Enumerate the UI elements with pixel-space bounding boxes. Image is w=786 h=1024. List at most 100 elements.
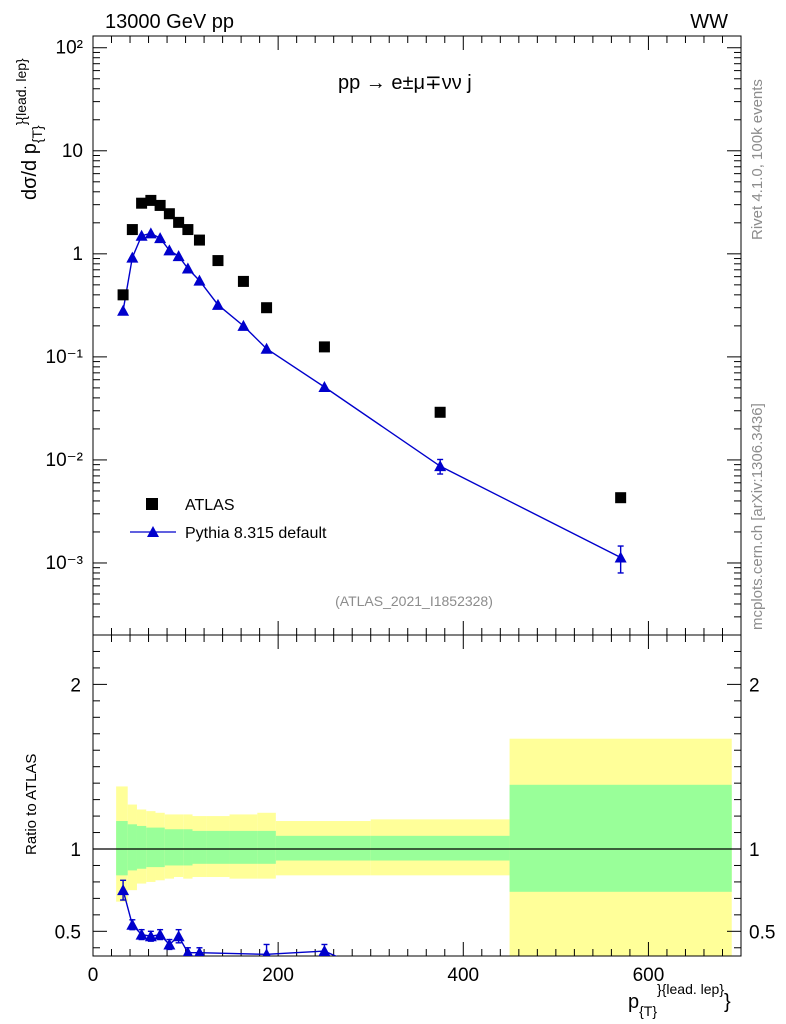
pythia-point — [117, 304, 130, 316]
xlabel-sup: }{lead. lep} — [657, 981, 724, 997]
ratio-stat-band — [229, 830, 258, 864]
atlas-point — [173, 216, 185, 228]
atlas-point — [126, 224, 138, 236]
pythia-point — [193, 274, 206, 286]
xtick-label: 600 — [633, 965, 665, 986]
legend-atlas-marker — [146, 498, 158, 510]
ratio-stat-band — [509, 784, 732, 892]
ratio-stat-band — [174, 829, 184, 866]
main-ytick-label: 10² — [56, 38, 83, 59]
legend-atlas-label: ATLAS — [185, 497, 235, 514]
main-ylabel-sup: }{lead. lep} — [13, 58, 29, 125]
main-ytick-label: 10 — [62, 141, 83, 162]
legend-pythia-marker — [147, 526, 159, 537]
pythia-point — [211, 298, 224, 310]
pythia-point — [172, 250, 185, 262]
process-title: pp → e±μ∓νν j — [338, 72, 472, 94]
pythia-point — [181, 262, 194, 274]
ratio-point — [135, 928, 148, 940]
pythia-point — [237, 319, 250, 331]
atlas-point — [318, 341, 330, 353]
atlas-point — [163, 208, 175, 220]
main-axes: 10⁻³ 10⁻² 10⁻¹ 1 10 10² — [46, 35, 742, 636]
ratio-stat-band — [164, 829, 174, 866]
ratio-point — [154, 928, 167, 940]
ratio-point — [163, 938, 176, 950]
main-ylabel-sub: {T} — [29, 125, 45, 143]
atlas-point — [154, 199, 166, 211]
main-ylabel: dσ/d p{T}}{lead. lep} — [13, 58, 45, 200]
ratio-axes: 0.5 0.5 1 1 2 2 0 200 400 600 — [55, 634, 775, 986]
ratio-point — [318, 945, 331, 956]
ratio-ytick-label-right: 0.5 — [749, 922, 775, 943]
pythia-point — [154, 232, 167, 244]
atlas-point — [212, 255, 224, 267]
atlas-point — [193, 234, 205, 246]
ratio-stat-band — [183, 829, 193, 866]
xlabel-close: } — [724, 991, 731, 1013]
xlabel-sub: {T} — [639, 1003, 657, 1019]
pythia-point — [126, 251, 139, 263]
main-frame — [92, 35, 742, 636]
ratio-ylabel: Ratio to ATLAS — [23, 754, 40, 855]
svg-text:dσ/d p{T}}{lead. lep}: dσ/d p{T}}{lead. lep} — [13, 58, 45, 200]
ratio-frame — [92, 634, 742, 957]
analysis-label: (ATLAS_2021_I1852328) — [335, 593, 493, 609]
ratio-stat-band — [206, 830, 230, 864]
ratio-point — [144, 930, 157, 942]
ratio-stat-band — [116, 821, 128, 876]
ratio-line — [122, 889, 338, 956]
ratio-ytick-label-right: 1 — [749, 840, 760, 861]
ratio-ytick-label: 1 — [70, 840, 81, 861]
legend: ATLAS Pythia 8.315 default — [130, 497, 327, 542]
xlabel-p: p — [628, 991, 639, 1013]
main-ytick-label: 10⁻¹ — [46, 347, 84, 368]
ratio-stat-band — [192, 830, 207, 864]
atlas-point — [237, 275, 249, 287]
ratio-ytick-label: 0.5 — [55, 922, 81, 943]
atlas-point — [117, 289, 129, 301]
ratio-point — [262, 948, 271, 956]
main-ytick-label: 1 — [72, 244, 83, 265]
xtick-label: 0 — [88, 965, 99, 986]
ratio-stat-band — [275, 835, 371, 861]
pythia-point — [144, 227, 157, 239]
ratio-stat-band — [136, 825, 147, 869]
rivet-label: Rivet 4.1.0, 100k events — [749, 79, 766, 240]
header-right: WW — [690, 11, 728, 33]
ratio-stat-band — [127, 824, 137, 871]
xtick-label: 200 — [262, 965, 294, 986]
main-ytick-label: 10⁻³ — [46, 553, 84, 574]
pythia-point — [614, 551, 627, 563]
ratio-ytick-label: 2 — [70, 675, 81, 696]
atlas-point — [145, 194, 157, 206]
svg-text:p{T}}{lead. lep}}: p{T}}{lead. lep}} — [628, 981, 731, 1019]
atlas-point — [261, 302, 273, 314]
header-left: 13000 GeV pp — [105, 11, 234, 33]
pythia-point — [163, 244, 176, 256]
atlas-point — [136, 197, 148, 209]
atlas-point — [182, 224, 194, 236]
ratio-stat-band — [155, 827, 165, 868]
ratio-stat-band — [146, 827, 156, 868]
ratio-point — [194, 946, 205, 956]
ratio-ytick-label-right: 2 — [749, 675, 760, 696]
pythia-point — [135, 229, 148, 241]
pythia-point — [434, 460, 447, 472]
pythia-point — [318, 381, 331, 393]
main-ytick-label: 10⁻² — [46, 450, 84, 471]
xlabel: p{T}}{lead. lep}} — [628, 981, 731, 1019]
ratio-point — [172, 930, 185, 942]
main-ylabel-text: dσ/d p — [19, 143, 41, 200]
ratio-point — [117, 884, 130, 896]
ratio-point — [126, 918, 139, 930]
atlas-point — [434, 406, 446, 418]
mcplots-label: mcplots.cern.ch [arXiv:1306.3436] — [749, 403, 766, 630]
ratio-stat-band — [257, 830, 276, 864]
xtick-label: 400 — [447, 965, 479, 986]
atlas-point — [615, 492, 627, 504]
ratio-point — [182, 946, 193, 956]
ratio-stat-band — [370, 835, 510, 861]
legend-pythia-label: Pythia 8.315 default — [185, 525, 327, 542]
